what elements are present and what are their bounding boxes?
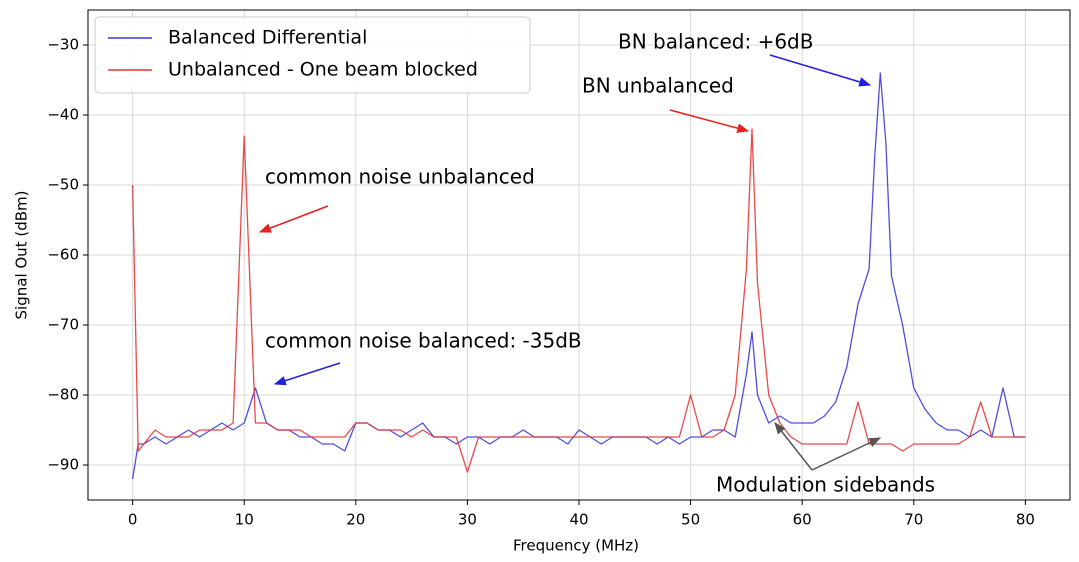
y-tick-label: −60 [47, 246, 79, 264]
x-tick-label: 60 [793, 511, 812, 529]
annotation-arrow [769, 54, 872, 87]
x-axis-label: Frequency (MHz) [513, 537, 639, 555]
x-tick-label: 0 [128, 511, 138, 529]
x-tick-label: 10 [235, 511, 254, 529]
y-tick-label: −80 [47, 386, 79, 404]
legend-label: Unbalanced - One beam blocked [168, 59, 478, 81]
y-tick-label: −50 [47, 176, 79, 194]
x-tick-label: 70 [904, 511, 923, 529]
x-tick-label: 30 [458, 511, 477, 529]
y-tick-label: −30 [47, 36, 79, 54]
annotation-arrow [273, 362, 341, 386]
annotation-arrow [258, 205, 329, 233]
x-tick-label: 50 [681, 511, 700, 529]
y-tick-label: −40 [47, 106, 79, 124]
legend-label: Balanced Differential [168, 27, 367, 49]
y-tick-label: −70 [47, 316, 79, 334]
annotation: BN unbalanced [582, 74, 734, 98]
y-tick-label: −90 [47, 456, 79, 474]
y-axis-label: Signal Out (dBm) [13, 191, 31, 320]
annotation-arrow [669, 109, 750, 133]
annotation-arrow [774, 422, 813, 471]
x-tick-label: 80 [1016, 511, 1035, 529]
annotation: BN balanced: +6dB [618, 30, 813, 54]
annotation-arrow [811, 437, 882, 471]
annotation: common noise unbalanced [265, 165, 535, 189]
x-tick-label: 40 [569, 511, 588, 529]
plot-frame [87, 9, 1071, 501]
legend-box [94, 16, 531, 94]
annotation: Modulation sidebands [716, 473, 935, 497]
annotation: common noise balanced: -35dB [265, 329, 582, 353]
x-tick-label: 20 [346, 511, 365, 529]
